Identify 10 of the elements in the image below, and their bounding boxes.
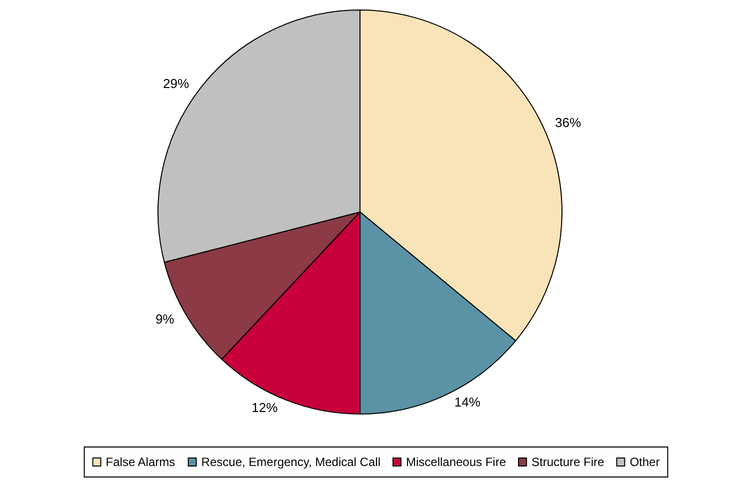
legend-label: Miscellaneous Fire: [406, 455, 506, 469]
data-label: 36%: [555, 115, 582, 130]
data-label: 9%: [155, 311, 175, 326]
legend-label: Rescue, Emergency, Medical Call: [201, 455, 380, 469]
data-label: 12%: [252, 400, 278, 415]
data-label: 14%: [454, 394, 481, 410]
legend-label: Other: [630, 455, 660, 469]
legend-label: Structure Fire: [532, 455, 605, 469]
data-label: 29%: [163, 76, 190, 91]
legend-label: False Alarms: [106, 455, 176, 469]
